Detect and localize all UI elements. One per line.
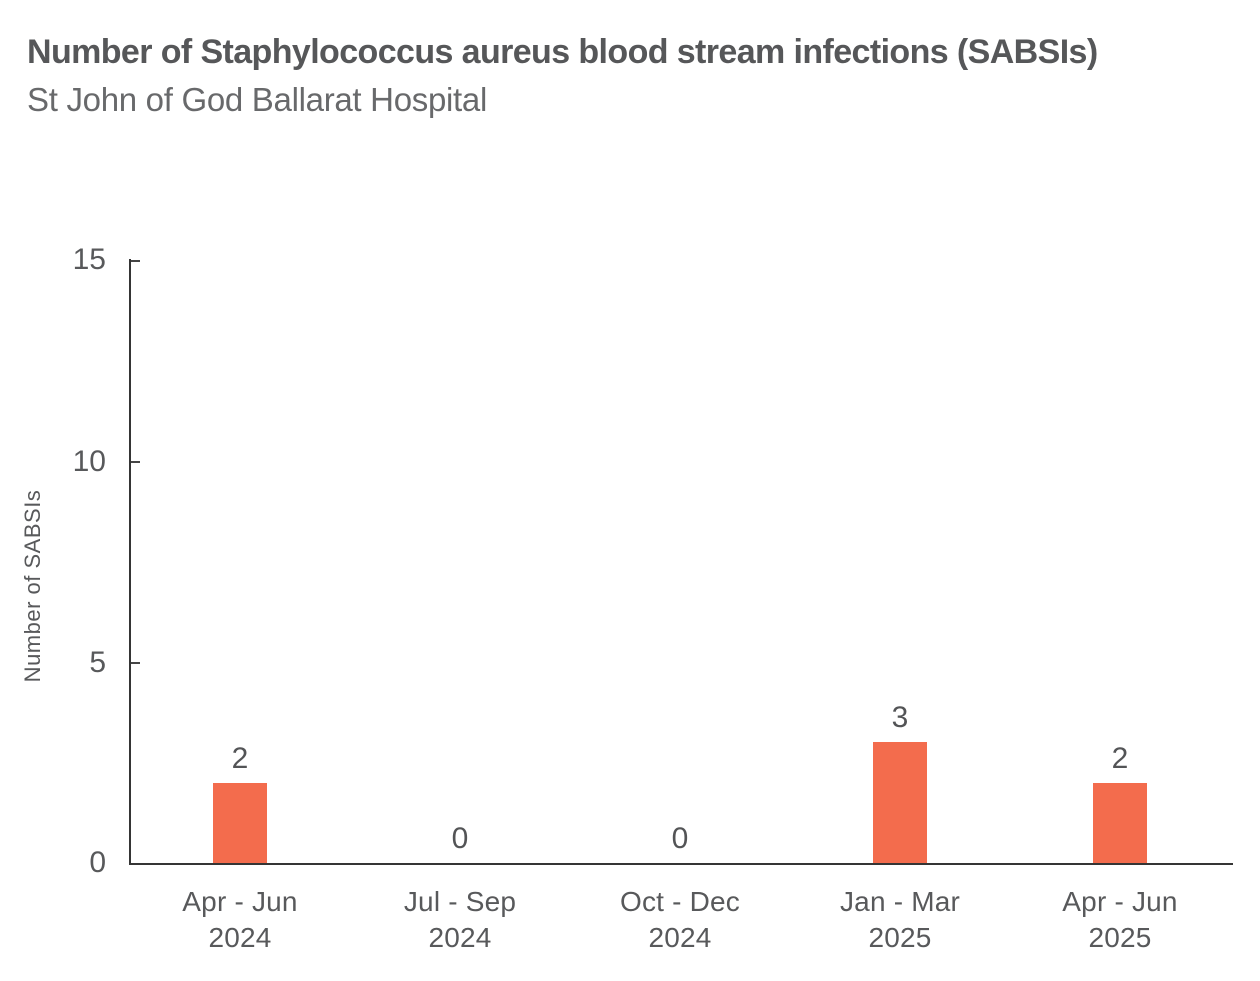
chart-subtitle: St John of God Ballarat Hospital [27, 81, 487, 118]
x-label-quarter: Oct - Dec [619, 886, 741, 917]
x-label-quarter: Jan - Mar [839, 886, 961, 917]
bar-value-label: 3 [891, 701, 909, 735]
x-axis-label: Apr - Jun 2024 [130, 884, 350, 956]
y-axis-title: Number of SABSIs [20, 489, 45, 683]
x-label-quarter: Apr - Jun [182, 886, 298, 917]
x-axis-label: Jan - Mar 2025 [790, 884, 1010, 956]
y-tick-label-10: 10 [72, 445, 106, 478]
category-apr-jun-2024: 2 Apr - Jun 2024 [130, 0, 350, 981]
bar-apr-jun-2024 [213, 782, 267, 863]
x-axis-line [129, 863, 1233, 865]
category-oct-dec-2024: 0 Oct - Dec 2024 [570, 0, 790, 981]
x-axis-label: Oct - Dec 2024 [570, 884, 790, 956]
bar-apr-jun-2025 [1093, 782, 1147, 863]
bar-value-label: 0 [451, 822, 469, 855]
x-label-year: 2025 [1088, 922, 1152, 953]
x-label-quarter: Jul - Sep [403, 886, 517, 917]
bar-value-label: 0 [671, 822, 689, 855]
y-axis-tick-5 [131, 662, 140, 664]
y-tick-label-15: 15 [72, 243, 106, 276]
x-label-year: 2025 [868, 922, 932, 953]
y-axis-line [129, 259, 131, 865]
y-tick-label-5: 5 [89, 646, 106, 679]
category-apr-jun-2025: 2 Apr - Jun 2025 [1010, 0, 1230, 981]
chart-title: Number of Staphylococcus aureus blood st… [27, 33, 1098, 71]
x-axis-label: Apr - Jun 2025 [1010, 884, 1230, 956]
x-label-year: 2024 [648, 922, 712, 953]
x-label-year: 2024 [428, 922, 492, 953]
x-label-year: 2024 [208, 922, 272, 953]
y-axis-tick-10 [131, 461, 140, 463]
y-axis-tick-15 [131, 260, 140, 262]
x-axis-label: Jul - Sep 2024 [350, 884, 570, 956]
bar-value-label: 2 [231, 741, 249, 775]
category-jul-sep-2024: 0 Jul - Sep 2024 [350, 0, 570, 981]
bar-jan-mar-2025 [873, 742, 927, 863]
category-jan-mar-2025: 3 Jan - Mar 2025 [790, 0, 1010, 981]
bar-value-label: 2 [1111, 741, 1129, 775]
x-label-quarter: Apr - Jun [1062, 886, 1178, 917]
y-tick-label-0: 0 [89, 846, 106, 879]
